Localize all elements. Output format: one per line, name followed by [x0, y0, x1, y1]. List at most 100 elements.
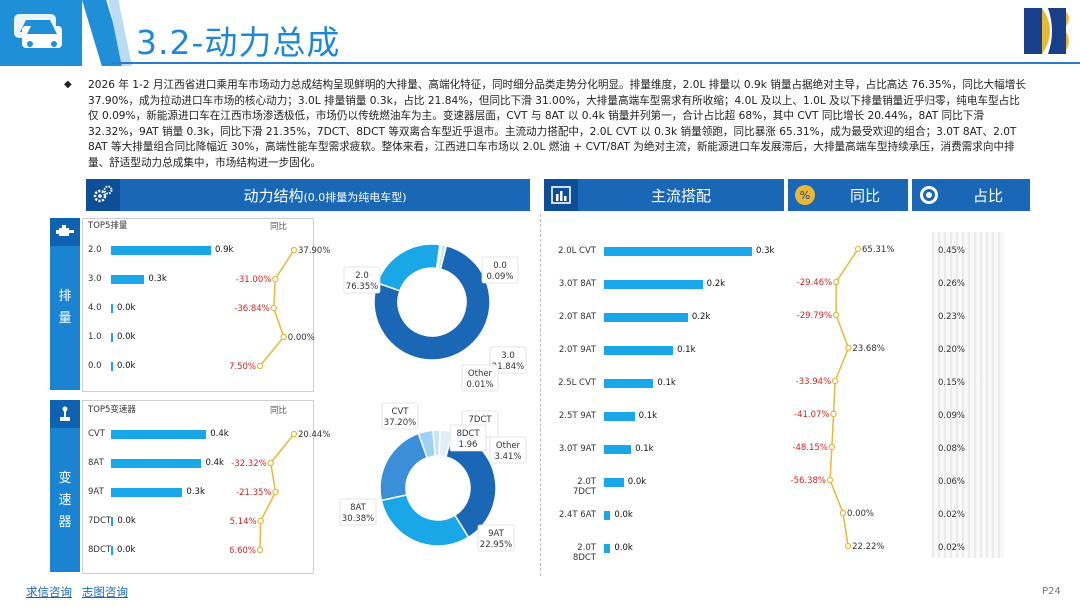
combo-bar: [604, 247, 752, 256]
gearbox-yoy-point: [256, 546, 264, 554]
gearbox-donut-slice: [438, 429, 454, 458]
gearbox-side-label: 变速器: [58, 471, 72, 530]
share-value: 0.09%: [938, 411, 966, 421]
displacement-bar: [111, 333, 113, 342]
displacement-donut-pct: 0.01%: [466, 380, 493, 390]
gearbox-donut-pct: 30.38%: [342, 514, 374, 524]
displacement-row-sales: 0.0k: [117, 332, 136, 342]
combo-yoy-label: -41.07%: [794, 410, 829, 420]
car-icon: [14, 14, 62, 48]
displacement-yoy-label: -87.50%: [230, 362, 256, 372]
gearbox-row-sales: 0.0k: [117, 545, 136, 555]
brand-logo: [1020, 4, 1072, 58]
gearbox-yoy-point: [267, 459, 274, 467]
displacement-bar: [111, 362, 113, 371]
gearbox-yoy-label: 同比: [270, 406, 288, 416]
displacement-bar: [111, 246, 211, 255]
combo-row-sales: 0.2k: [691, 312, 711, 322]
gearbox-row-label: CVT: [88, 429, 105, 439]
share-value: 0.20%: [938, 345, 966, 355]
share-value: 0.45%: [938, 246, 966, 256]
gearbox-donut-slice: [445, 430, 497, 539]
gearbox-donut-slice: [380, 493, 470, 547]
displacement-row-label: 3.0: [88, 274, 102, 284]
combo-yoy-point: [839, 509, 847, 517]
footer-link-2[interactable]: 志图咨询: [82, 585, 128, 599]
combo-bar: [604, 313, 688, 322]
combo-row-sales: 0.1k: [677, 345, 696, 355]
displacement-yoy-point: [290, 246, 298, 254]
share-value: 0.02%: [938, 543, 966, 553]
displacement-donut-pct: 76.35%: [346, 282, 378, 292]
displacement-row-sales: 0.3k: [148, 274, 167, 284]
combo-row-label: 2.4T 6AT: [558, 510, 596, 520]
combo-yoy-line: 65.31% -29.46% -29.79% 23.68% -33.94% -41.07%…: [791, 245, 895, 552]
combo-divider: [540, 214, 541, 576]
gearbox-row-sales: 0.3k: [186, 487, 205, 497]
combo-yoy-point: [845, 344, 852, 352]
displacement-donut-label: 0.0: [493, 261, 507, 271]
combo-row-label: 2.5L CVT: [558, 378, 596, 388]
gearbox-top-label: TOP5变速器: [88, 405, 136, 415]
gearbox-row-sales: 0.4k: [205, 458, 224, 468]
gearbox-yoy-label: 20.44%: [298, 430, 330, 440]
combo-yoy-label: 65.31%: [862, 245, 894, 255]
gearbox-yoy-label: -21.35%: [236, 488, 271, 498]
page-number: P24: [1042, 586, 1061, 597]
displacement-yoy-point: [272, 275, 279, 283]
displacement-bar: [111, 304, 113, 313]
combo-bar: [604, 445, 632, 454]
section-share-header: 占比: [912, 179, 1030, 211]
section-combo-header: 主流搭配: [544, 179, 784, 211]
displacement-donut-label: Other: [468, 369, 493, 379]
share-value: 0.02%: [938, 510, 966, 520]
combo-row-sales: 0.0k: [614, 543, 633, 553]
percent-icon: %: [788, 179, 822, 211]
combo-yoy-point: [832, 278, 840, 286]
gearbox-row-sales: 0.0k: [117, 516, 136, 526]
displacement-yoy-label: -31.00%: [236, 275, 271, 285]
gearbox-bar: [111, 488, 183, 497]
gears-icon: [86, 179, 120, 211]
share-value: 0.08%: [938, 444, 966, 454]
combo-row-sales: 0.1k: [638, 411, 658, 421]
combo-yoy-label: -33.94%: [796, 377, 831, 387]
combo-bar: [604, 478, 624, 487]
combo-yoy-point: [828, 443, 836, 451]
share-value: 0.15%: [938, 378, 966, 388]
combo-row-label: 3.0T 8AT: [558, 279, 596, 289]
displacement-yoy-line: 37.90% -31.00% -36.84% 0.00% -87.50%: [230, 246, 330, 372]
gearbox-bar: [111, 459, 202, 468]
displacement-side-tab: 排量: [50, 218, 80, 390]
displacement-donut-pct: 0.09%: [486, 272, 513, 282]
displacement-row-sales: 0.0k: [117, 361, 136, 371]
combo-bar: [604, 412, 635, 421]
combo-row-sales: 0.3k: [756, 246, 775, 256]
combo-row-label: 2.0L CVT: [558, 246, 596, 256]
displacement-row-sales: 0.0k: [117, 303, 136, 313]
combo-yoy-point: [844, 542, 852, 550]
share-column-background: [932, 232, 1004, 558]
gearbox-bar: [111, 517, 114, 526]
share-value: 0.26%: [938, 279, 966, 289]
combo-yoy-label: -29.79%: [797, 311, 832, 321]
gearbox-donut-pct: 3.41%: [494, 452, 521, 462]
gearbox-side-tab: 变速器: [50, 400, 80, 572]
combo-yoy-label: 23.68%: [852, 344, 884, 354]
gearbox-donut-label: CVT: [392, 407, 410, 417]
combo-row-label: 2.0T 7DCT: [572, 477, 596, 497]
displacement-yoy-label: 0.00%: [288, 333, 315, 343]
gearbox-row-label: 8DCT: [88, 545, 112, 555]
combo-row-label: 2.0T 8AT: [558, 312, 596, 322]
combo-yoy-point: [854, 245, 862, 253]
gearbox-donut-pct: 1.96: [459, 440, 478, 450]
section-power-subtitle: (0.0排量为纯电车型): [303, 190, 407, 204]
displacement-row-label: 1.0: [88, 332, 102, 342]
footer-link-1[interactable]: 求信咨询: [26, 585, 72, 599]
gearbox-yoy-point: [272, 488, 279, 496]
gearbox-row-label: 7DCT: [88, 516, 112, 526]
combo-bar: [604, 346, 674, 355]
section-combo-title: 主流搭配: [650, 186, 711, 205]
displacement-yoy-label: 37.90%: [298, 246, 330, 256]
